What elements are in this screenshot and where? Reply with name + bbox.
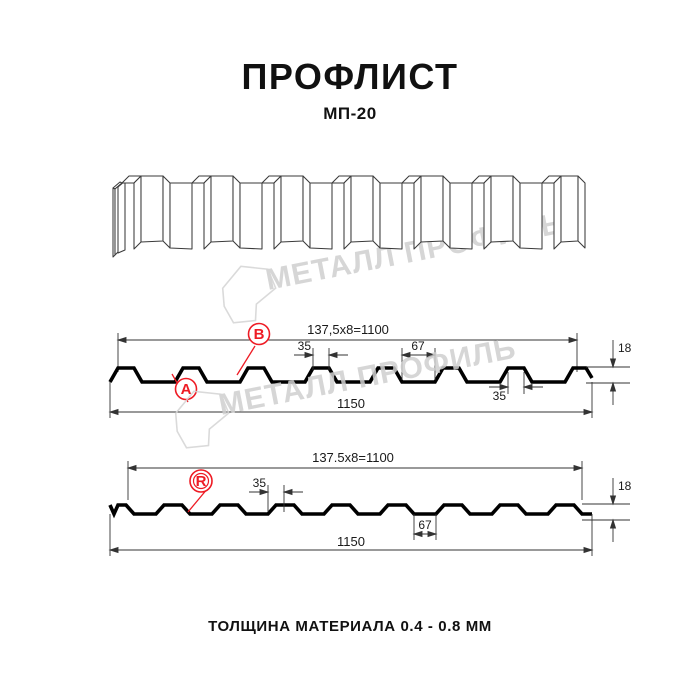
dim-crest-right-top: [489, 372, 543, 394]
watermark-logo-icon-2: [174, 390, 230, 449]
dim-label-overall-top: 1150: [337, 396, 365, 411]
dim-label-valley-top: 67: [411, 339, 425, 353]
page-subtitle: МП-20: [323, 104, 377, 123]
marker-r-label: R: [196, 473, 207, 490]
dim-label-overall-bottom: 1150: [337, 534, 365, 549]
dim-label-pitch-top: 137,5x8=1100: [307, 322, 389, 337]
isometric-profile-view: [112, 175, 586, 258]
marker-b-label: B: [254, 326, 265, 343]
marker-b[interactable]: B: [236, 322, 271, 376]
dim-label-pitch-bottom: 137.5x8=1100: [312, 450, 394, 465]
dim-label-crest-right-top: 35: [493, 389, 507, 403]
dim-height-bottom: [582, 478, 630, 542]
dim-overall-bottom: [108, 514, 594, 556]
dim-label-valley-bottom: 67: [418, 518, 432, 532]
cross-section-bottom: 137.5x8=1100 35 67: [108, 450, 632, 556]
watermark-text-2: МЕТАЛЛ ПРОФИЛЬ: [216, 332, 519, 422]
dim-pitch-bottom: [126, 461, 584, 500]
dim-label-crest-left-bottom: 35: [253, 476, 267, 490]
dim-overall-top: [108, 382, 594, 418]
dim-valley-bottom: [412, 514, 438, 540]
profile-waveform-top: [108, 366, 594, 384]
dim-height-top: [586, 340, 630, 405]
dim-label-height-top: 18: [618, 341, 632, 355]
dim-pitch-top: [116, 333, 579, 372]
profile-waveform-bottom: [108, 503, 592, 519]
watermark-logo-icon: [221, 265, 277, 324]
marker-r[interactable]: R: [187, 469, 213, 513]
dim-crest-left-top: [294, 348, 348, 370]
material-thickness-caption: ТОЛЩИНА МАТЕРИАЛА 0.4 - 0.8 ММ: [208, 618, 492, 635]
dim-label-crest-left-top: 35: [298, 339, 312, 353]
marker-a-label: A: [181, 381, 192, 398]
dim-valley-top: [400, 348, 437, 380]
watermark-lower: МЕТАЛЛ ПРОФИЛЬ: [174, 332, 519, 449]
dim-crest-left-bottom: [249, 485, 303, 512]
page-title: ПРОФЛИСТ: [241, 56, 459, 97]
dim-label-height-bottom: 18: [618, 479, 632, 493]
